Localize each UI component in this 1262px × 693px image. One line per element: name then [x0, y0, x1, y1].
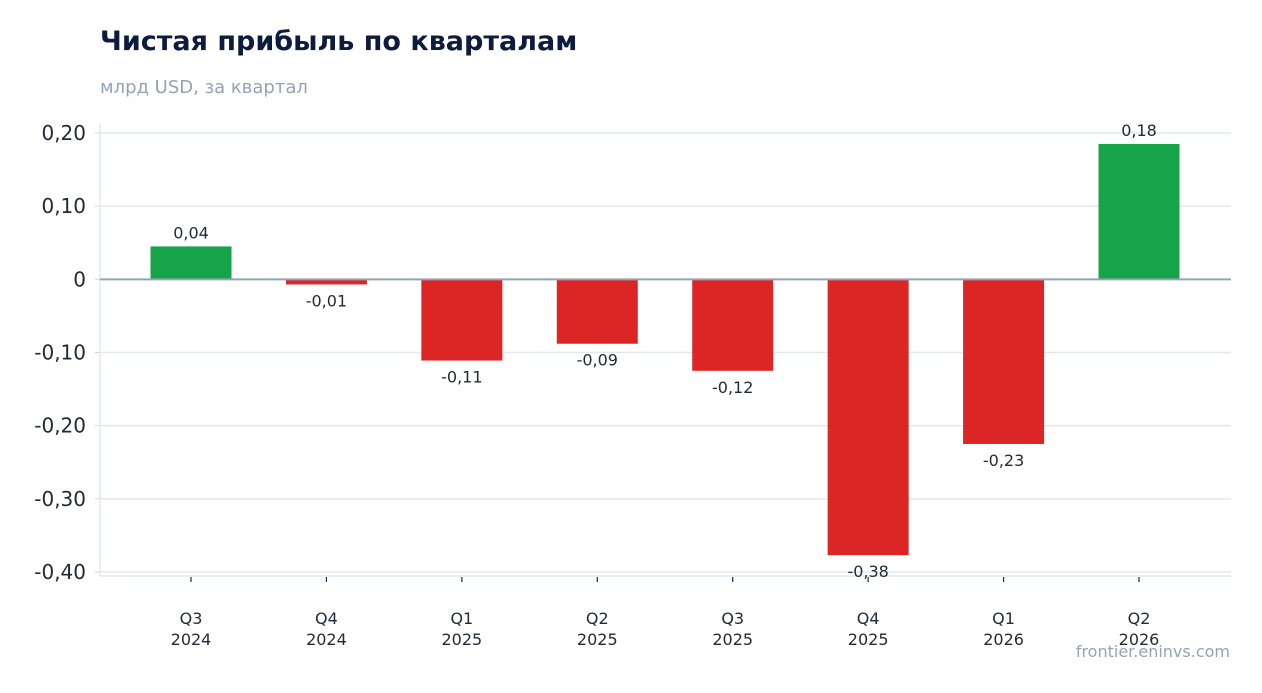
x-tick-label: Q2: [1128, 609, 1151, 628]
bar: [692, 279, 774, 371]
chart-subtitle: млрд USD, за квартал: [100, 77, 308, 98]
y-tick-label: -0,20: [34, 414, 86, 438]
x-tick-label-year: 2025: [577, 630, 618, 649]
data-label: 0,18: [1121, 121, 1157, 140]
y-tick-label: -0,30: [34, 487, 86, 511]
data-label: -0,12: [712, 378, 753, 397]
y-tick-label: 0,20: [41, 121, 86, 145]
x-tick-label: Q4: [315, 609, 338, 628]
x-tick-label-year: 2026: [983, 630, 1024, 649]
source-credit: frontier.eninvs.com: [1075, 642, 1230, 661]
x-tick-label: Q2: [586, 609, 609, 628]
x-tick-label: Q3: [180, 609, 203, 628]
y-tick-label: 0: [73, 267, 86, 291]
bar: [963, 279, 1045, 444]
bar: [150, 246, 232, 280]
bar: [1098, 143, 1180, 280]
y-tick-label: -0,40: [34, 560, 86, 584]
y-tick-label: -0,10: [34, 341, 86, 365]
bar: [285, 279, 367, 285]
x-tick-label-year: 2025: [441, 630, 482, 649]
bar: [421, 279, 503, 361]
data-label: -0,23: [983, 451, 1024, 470]
x-tick-label: Q3: [721, 609, 744, 628]
bar: [556, 279, 638, 344]
x-tick-label: Q1: [450, 609, 473, 628]
x-tick-label-year: 2025: [848, 630, 889, 649]
y-tick-label: 0,10: [41, 194, 86, 218]
x-tick-label-year: 2025: [712, 630, 753, 649]
chart-title: Чистая прибыль по кварталам: [100, 26, 578, 57]
x-tick-label-year: 2024: [171, 630, 212, 649]
x-tick-label-year: 2026: [1119, 630, 1160, 649]
x-tick-label: Q1: [992, 609, 1015, 628]
data-label: 0,04: [173, 223, 209, 242]
data-label: -0,38: [847, 562, 888, 581]
data-label: -0,01: [306, 291, 347, 310]
x-tick-label: Q4: [857, 609, 880, 628]
x-tick-label-year: 2024: [306, 630, 347, 649]
data-label: -0,09: [577, 351, 618, 370]
data-label: -0,11: [441, 368, 482, 387]
bar: [827, 279, 909, 556]
